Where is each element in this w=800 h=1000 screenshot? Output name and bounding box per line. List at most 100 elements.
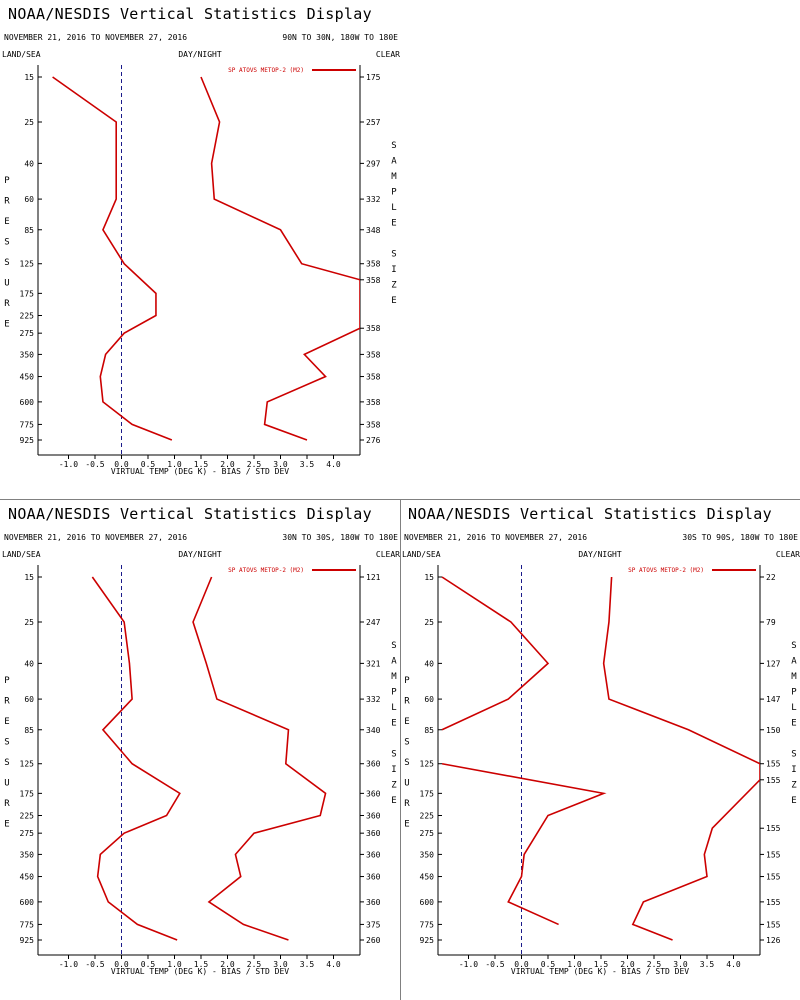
sample-axis-letter: I [391, 265, 396, 275]
pressure-axis-letter: R [4, 299, 10, 309]
sample-size-label: 358 [366, 398, 381, 407]
sample-size-label: 360 [366, 789, 381, 798]
sample-axis-letter: E [391, 719, 396, 729]
date-range: NOVEMBER 21, 2016 TO NOVEMBER 27, 2016 [4, 533, 187, 542]
x-tick-label: 0.0 [114, 960, 129, 969]
pressure-axis-letter: P [4, 676, 10, 686]
sample-size-label: 155 [766, 824, 781, 833]
land-sea-label: LAND/SEA [402, 550, 441, 559]
bias-line [52, 76, 173, 441]
day-night-label: DAY/NIGHT [178, 550, 222, 559]
pressure-tick-label: 225 [420, 811, 435, 820]
pressure-tick-label: 60 [424, 695, 434, 704]
vertical-divider [400, 500, 401, 1000]
sample-size-label: 321 [366, 659, 381, 668]
pressure-axis-letter: E [404, 717, 409, 727]
pressure-tick-label: 775 [420, 920, 435, 929]
sample-size-label: 358 [366, 260, 381, 269]
x-tick-label: 2.5 [647, 960, 662, 969]
pressure-tick-label: 775 [20, 920, 35, 929]
sample-axis-letter: E [391, 219, 396, 229]
stats-panel: NOAA/NESDIS Vertical Statistics Display N… [0, 0, 400, 500]
sample-size-label: 360 [366, 873, 381, 882]
x-tick-label: 1.5 [194, 460, 209, 469]
x-tick-label: 0.5 [141, 960, 156, 969]
pressure-tick-label: 775 [20, 420, 35, 429]
legend-label: SP ATOVS METOP-2 (M2) [628, 567, 704, 574]
sample-axis-letter: E [391, 796, 396, 806]
pressure-tick-label: 40 [24, 159, 34, 168]
x-tick-label: 2.5 [247, 960, 262, 969]
day-night-label: DAY/NIGHT [578, 550, 622, 559]
sample-axis-letter: A [391, 657, 397, 667]
pressure-axis-letter: E [4, 717, 9, 727]
x-tick-label: 0.5 [141, 460, 156, 469]
x-tick-label: 0.0 [514, 960, 529, 969]
legend-label: SP ATOVS METOP-2 (M2) [228, 67, 304, 74]
pressure-tick-label: 40 [24, 659, 34, 668]
x-tick-label: 1.5 [194, 960, 209, 969]
sample-size-label: 150 [766, 726, 781, 735]
sample-axis-letter: M [391, 672, 397, 682]
sample-axis-letter: M [791, 672, 797, 682]
pressure-tick-label: 275 [420, 829, 435, 838]
pressure-tick-label: 85 [424, 726, 434, 735]
pressure-tick-label: 40 [424, 659, 434, 668]
x-tick-label: 1.0 [167, 960, 182, 969]
pressure-axis-letter: R [404, 799, 410, 809]
date-range: NOVEMBER 21, 2016 TO NOVEMBER 27, 2016 [404, 533, 587, 542]
x-tick-label: -1.0 [59, 460, 78, 469]
pressure-tick-label: 15 [24, 573, 34, 582]
bias-line [91, 576, 181, 941]
pressure-tick-label: 925 [20, 436, 35, 445]
region-label: 30S TO 90S, 180W TO 180E [682, 533, 798, 542]
sample-axis-letter: L [391, 203, 396, 213]
clear-label: CLEAR [376, 550, 400, 559]
sample-axis-letter: M [391, 172, 397, 182]
pressure-axis-letter: S [4, 258, 9, 268]
sample-axis-letter: S [391, 641, 396, 651]
x-tick-label: 3.5 [300, 960, 315, 969]
pressure-tick-label: 175 [20, 789, 35, 798]
sample-size-label: 348 [366, 226, 381, 235]
sample-axis-letter: S [791, 641, 796, 651]
sample-axis-letter: L [391, 703, 396, 713]
pressure-tick-label: 85 [24, 226, 34, 235]
pressure-axis-letter: E [4, 217, 9, 227]
pressure-axis-letter: U [4, 779, 9, 789]
sample-axis-letter: S [391, 141, 396, 151]
pressure-tick-label: 125 [20, 760, 35, 769]
clear-label: CLEAR [376, 50, 400, 59]
x-tick-label: 3.5 [700, 960, 715, 969]
region-label: 30N TO 30S, 180W TO 180E [282, 533, 398, 542]
sample-size-label: 332 [366, 195, 381, 204]
pressure-tick-label: 15 [424, 573, 434, 582]
sample-axis-letter: S [391, 750, 396, 760]
clear-label: CLEAR [776, 550, 800, 559]
pressure-tick-label: 600 [20, 898, 35, 907]
pressure-axis-letter: P [404, 676, 410, 686]
sample-size-label: 155 [766, 850, 781, 859]
pressure-axis-letter: R [4, 197, 10, 207]
sample-axis-letter: Z [391, 281, 397, 291]
x-tick-label: -1.0 [459, 960, 478, 969]
sample-size-label: 127 [766, 659, 781, 668]
sample-size-label: 126 [766, 936, 781, 945]
x-tick-label: 0.0 [114, 460, 129, 469]
sample-size-label: 340 [366, 726, 381, 735]
sample-axis-letter: P [391, 188, 397, 198]
pressure-axis-letter: U [404, 779, 409, 789]
pressure-tick-label: 600 [420, 898, 435, 907]
pressure-tick-label: 175 [420, 789, 435, 798]
sample-size-label: 358 [366, 420, 381, 429]
pressure-axis-letter: R [404, 697, 410, 707]
pressure-axis-letter: E [4, 820, 9, 830]
pressure-axis-letter: S [4, 738, 9, 748]
sample-size-label: 79 [766, 618, 776, 627]
sample-size-label: 358 [366, 324, 381, 333]
pressure-tick-label: 125 [20, 260, 35, 269]
pressure-tick-label: 275 [20, 829, 35, 838]
sample-size-label: 297 [366, 159, 381, 168]
sample-axis-letter: A [791, 657, 797, 667]
x-axis-label: VIRTUAL TEMP (DEG K) - BIAS / STD DEV [111, 967, 289, 976]
